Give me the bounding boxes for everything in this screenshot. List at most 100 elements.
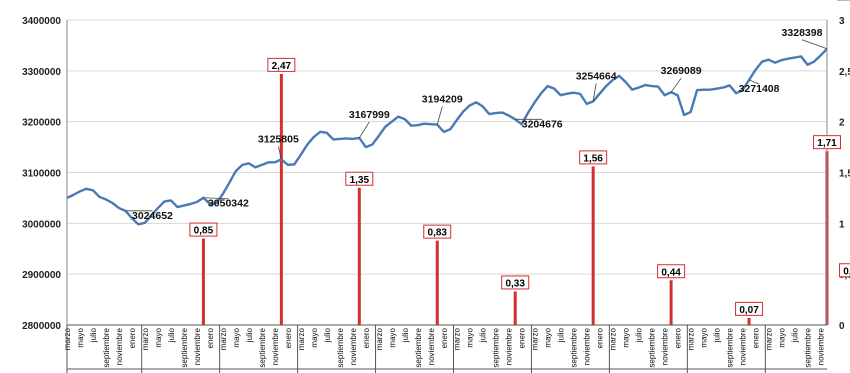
- x-tick-label: mayo: [310, 327, 319, 347]
- x-tick-label: noviembre: [115, 327, 124, 365]
- x-tick-label: enero: [596, 327, 605, 348]
- x-tick-label: marzo: [375, 327, 384, 350]
- y-tick-label-left: 3100000: [22, 169, 61, 180]
- x-tick-label: enero: [284, 327, 293, 348]
- y-tick-label-left: 3300000: [22, 67, 61, 78]
- bar-value-label: 0,44: [661, 267, 681, 278]
- x-tick-label: mayo: [778, 327, 787, 347]
- line-series: [66, 47, 828, 226]
- x-tick-label: marzo: [609, 327, 618, 350]
- x-tick-label: septiembre: [570, 327, 579, 367]
- bar-value-label: 2,47: [272, 61, 292, 72]
- x-tick-label: noviembre: [349, 327, 358, 365]
- x-tick-label: julio: [635, 327, 644, 343]
- x-tick-label: septiembre: [492, 327, 501, 367]
- point-value-label: 3125805: [258, 133, 299, 145]
- x-tick-label: noviembre: [271, 327, 280, 365]
- x-tick-label: marzo: [687, 327, 696, 350]
- y-tick-label-right: 2: [839, 118, 845, 129]
- bar: [669, 280, 673, 325]
- y-tick-label-right: 3: [839, 16, 845, 27]
- bar-label-box: [813, 135, 841, 150]
- x-tick-label: julio: [713, 327, 722, 343]
- gridlines: [67, 19, 827, 326]
- x-tick-label: julio: [401, 327, 410, 343]
- x-tick-label: marzo: [141, 327, 150, 350]
- bar-label-box: [189, 222, 218, 237]
- annotation-leader: [748, 79, 760, 85]
- point-value-label: 3343362: [817, 0, 850, 3]
- x-tick-label: julio: [245, 327, 254, 343]
- point-value-label: 3328398: [782, 27, 823, 39]
- x-tick-label: mayo: [466, 327, 475, 347]
- bar: [201, 238, 205, 325]
- bar-value-label: 1,56: [583, 153, 603, 164]
- x-tick-label: mayo: [76, 327, 85, 347]
- bar-label-box: [579, 150, 608, 165]
- bar-value-label: 1,35: [350, 175, 370, 186]
- x-tick-label: mayo: [154, 327, 163, 347]
- y-tick-label-left: 2800000: [22, 321, 61, 332]
- bar: [591, 166, 595, 325]
- y-tick-label-left: 2900000: [22, 270, 61, 281]
- bar: [435, 240, 439, 325]
- y-tick-label-right: 2,5: [839, 67, 850, 78]
- x-tick-label: julio: [323, 327, 332, 343]
- x-tick-label: enero: [206, 327, 215, 348]
- annotation-leader: [801, 39, 828, 50]
- x-tick-label: septiembre: [336, 327, 345, 367]
- y-tick-label-left: 3400000: [22, 16, 61, 27]
- point-value-label: 3271408: [739, 83, 780, 95]
- x-tick-label: julio: [89, 327, 98, 343]
- x-tick-label: enero: [518, 327, 527, 348]
- bar-label-box: [501, 275, 530, 290]
- x-tick-label: noviembre: [583, 327, 592, 365]
- bar-value-label: 0,33: [505, 278, 525, 289]
- bar: [357, 187, 361, 325]
- x-tick-label: julio: [557, 327, 566, 343]
- annotation-leader: [358, 121, 370, 139]
- x-tick-label: septiembre: [180, 327, 189, 367]
- bar-value-label: 0,85: [194, 226, 214, 237]
- x-tick-label: enero: [752, 327, 761, 348]
- y-tick-label-left: 3000000: [22, 219, 61, 230]
- x-tick-label: septiembre: [726, 327, 735, 367]
- bar-value-label: 0,83: [428, 228, 448, 239]
- point-value-label: 3204676: [522, 118, 563, 130]
- x-tick-label: enero: [362, 327, 371, 348]
- x-tick-label: noviembre: [505, 327, 514, 365]
- x-tick-label: septiembre: [414, 327, 423, 367]
- x-tick-label: julio: [479, 327, 488, 343]
- bar-value-label: 0,07: [739, 305, 759, 316]
- annotation-leader: [277, 146, 282, 160]
- bar-label-box: [735, 301, 764, 316]
- y-tick-label-left: 3200000: [22, 118, 61, 129]
- x-tick-label: marzo: [297, 327, 306, 350]
- y-tick-label-right: 1,5: [839, 169, 850, 180]
- x-tick-label: noviembre: [661, 327, 670, 365]
- bar: [513, 291, 517, 325]
- y-tick-label-right: 1: [839, 219, 845, 230]
- x-tick-label: mayo: [622, 327, 631, 347]
- y-tick-label-right: 0: [839, 321, 845, 332]
- bar-label-box: [345, 171, 374, 186]
- x-tick-label: julio: [791, 327, 800, 343]
- x-tick-label: mayo: [544, 327, 553, 347]
- annotation-leader: [203, 197, 229, 200]
- x-tick-label: noviembre: [193, 327, 202, 365]
- series-line: [66, 47, 828, 226]
- x-tick-label: mayo: [700, 327, 709, 347]
- point-value-label: 3050342: [208, 198, 249, 210]
- x-tick-label: septiembre: [258, 327, 267, 367]
- x-tick-label: septiembre: [648, 327, 657, 367]
- x-tick-label: enero: [674, 327, 683, 348]
- x-tick-label: julio: [167, 327, 176, 343]
- x-tick-label: marzo: [453, 327, 462, 350]
- axes: 2800000 2900000 3000000 3100000 3200000 33000…: [22, 16, 850, 373]
- point-value-label: 3024652: [132, 210, 173, 222]
- point-value-label: 3254664: [576, 70, 617, 82]
- bar-label-box: [657, 264, 686, 279]
- x-tick-label: noviembre: [427, 327, 436, 365]
- x-tick-label: mayo: [388, 327, 397, 347]
